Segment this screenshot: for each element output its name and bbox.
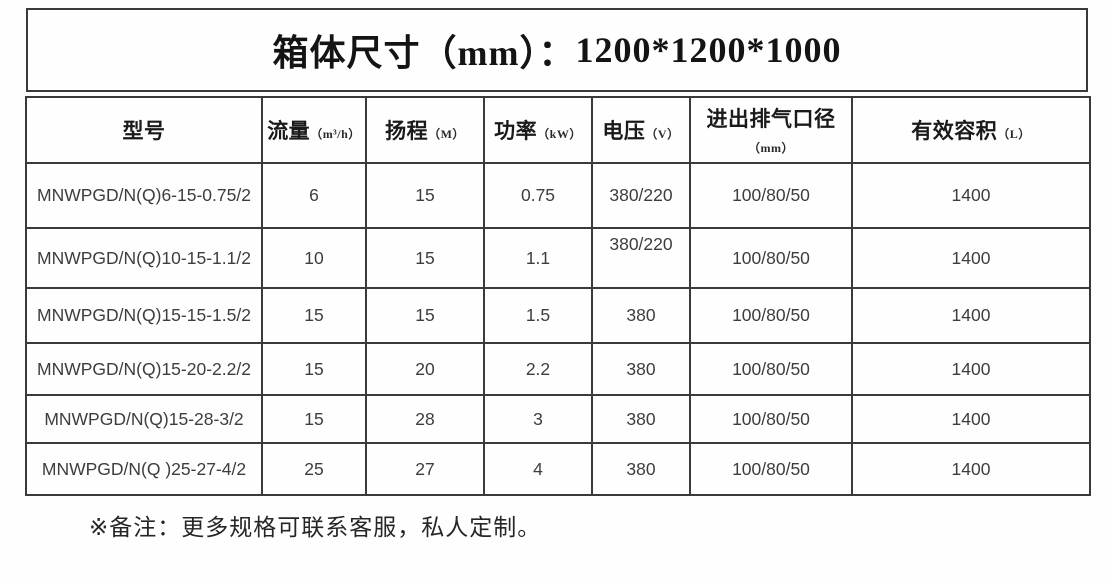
cell-model: MNWPGD/N(Q)15-20-2.2/2 (25, 342, 263, 396)
header-port-unit: （mm） (748, 140, 794, 155)
cell-flow: 15 (261, 394, 367, 444)
cell-volume: 1400 (851, 227, 1091, 289)
cell-port: 100/80/50 (689, 342, 853, 396)
header-volume: 有效容积（L） (851, 96, 1091, 164)
header-model: 型号 (25, 96, 263, 164)
cell-volume: 1400 (851, 342, 1091, 396)
table-row: MNWPGD/N(Q )25-27-4/2 25 27 4 380 100/80… (25, 442, 1091, 496)
cell-volume: 1400 (851, 394, 1091, 444)
header-volume-label: 有效容积 (911, 119, 998, 143)
cell-voltage: 380/220 (591, 227, 691, 289)
header-port: 进出排气口径 （mm） (689, 96, 853, 164)
cell-head: 15 (365, 287, 485, 344)
cell-voltage: 380 (591, 287, 691, 344)
cell-port: 100/80/50 (689, 227, 853, 289)
header-voltage-unit: （V） (645, 127, 680, 141)
cell-power: 4 (483, 442, 593, 496)
cell-model: MNWPGD/N(Q )25-27-4/2 (25, 442, 263, 496)
cell-power: 0.75 (483, 162, 593, 229)
cell-model: MNWPGD/N(Q)15-28-3/2 (25, 394, 263, 444)
cell-flow: 15 (261, 342, 367, 396)
header-power-unit: （kW） (537, 127, 582, 141)
cell-flow: 25 (261, 442, 367, 496)
cell-model: MNWPGD/N(Q)10-15-1.1/2 (25, 227, 263, 289)
cell-head: 20 (365, 342, 485, 396)
footnote: ※备注：更多规格可联系客服，私人定制。 (89, 514, 542, 540)
cell-port: 100/80/50 (689, 162, 853, 229)
spec-table: 型号 流量（m³/h） 扬程（M） 功率（kW） 电压（V） 进出排气口径 （mm… (25, 96, 1091, 496)
table-row: MNWPGD/N(Q)10-15-1.1/2 10 15 1.1 380/220… (25, 227, 1091, 289)
cell-flow: 6 (261, 162, 367, 229)
cell-model: MNWPGD/N(Q)15-15-1.5/2 (25, 287, 263, 344)
table-row: MNWPGD/N(Q)15-15-1.5/2 15 15 1.5 380 100… (25, 287, 1091, 344)
cell-voltage: 380/220 (591, 162, 691, 229)
cell-model: MNWPGD/N(Q)6-15-0.75/2 (25, 162, 263, 229)
cell-volume: 1400 (851, 162, 1091, 229)
cell-power: 1.5 (483, 287, 593, 344)
header-power: 功率（kW） (483, 96, 593, 164)
cell-volume: 1400 (851, 287, 1091, 344)
cell-head: 15 (365, 227, 485, 289)
header-voltage-label: 电压 (602, 119, 646, 143)
cell-voltage: 380 (591, 442, 691, 496)
header-power-label: 功率 (494, 119, 538, 143)
cell-power: 2.2 (483, 342, 593, 396)
table-row: MNWPGD/N(Q)6-15-0.75/2 6 15 0.75 380/220… (25, 162, 1091, 229)
cell-head: 27 (365, 442, 485, 496)
cell-volume: 1400 (851, 442, 1091, 496)
title-dimensions: 1200*1200*1000 (575, 30, 842, 70)
header-head-unit: （M） (428, 127, 465, 141)
box-dimensions-title: 箱体尺寸（mm）： 1200*1200*1000 (26, 8, 1088, 92)
cell-head: 28 (365, 394, 485, 444)
cell-power: 1.1 (483, 227, 593, 289)
cell-voltage: 380 (591, 394, 691, 444)
header-model-label: 型号 (122, 119, 166, 143)
header-port-label: 进出排气口径 (706, 106, 836, 131)
cell-voltage: 380 (591, 342, 691, 396)
cell-head: 15 (365, 162, 485, 229)
cell-flow: 10 (261, 227, 367, 289)
cell-port: 100/80/50 (689, 442, 853, 496)
header-voltage: 电压（V） (591, 96, 691, 164)
header-head: 扬程（M） (365, 96, 485, 164)
cell-port: 100/80/50 (689, 394, 853, 444)
cell-flow: 15 (261, 287, 367, 344)
header-head-label: 扬程 (385, 119, 429, 143)
table-row: MNWPGD/N(Q)15-28-3/2 15 28 3 380 100/80/… (25, 394, 1091, 444)
cell-power: 3 (483, 394, 593, 444)
title-label: 箱体尺寸（mm）： (272, 33, 576, 73)
header-row: 型号 流量（m³/h） 扬程（M） 功率（kW） 电压（V） 进出排气口径 （mm… (25, 96, 1091, 164)
header-volume-unit: （L） (997, 127, 1031, 141)
header-flow: 流量（m³/h） (261, 96, 367, 164)
header-flow-label: 流量 (267, 119, 311, 143)
header-flow-unit: （m³/h） (310, 127, 361, 141)
table-row: MNWPGD/N(Q)15-20-2.2/2 15 20 2.2 380 100… (25, 342, 1091, 396)
cell-port: 100/80/50 (689, 287, 853, 344)
